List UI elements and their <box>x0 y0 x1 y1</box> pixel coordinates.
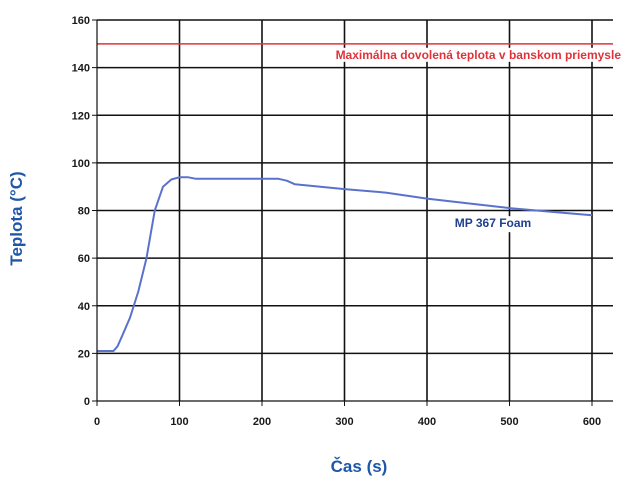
y-tick-label: 100 <box>72 158 90 170</box>
x-axis-title: Čas (s) <box>331 457 388 476</box>
x-tick-label: 600 <box>583 416 601 428</box>
y-tick-label: 120 <box>72 110 90 122</box>
x-tick-label: 200 <box>253 416 271 428</box>
y-tick-label: 60 <box>78 253 90 265</box>
y-tick-label: 0 <box>84 396 90 408</box>
x-tick-label: 500 <box>500 416 518 428</box>
y-tick-label: 20 <box>78 348 90 360</box>
y-tick-label: 160 <box>72 15 90 27</box>
x-tick-label: 100 <box>170 416 188 428</box>
x-tick-label: 300 <box>335 416 353 428</box>
series-layer <box>97 176 593 352</box>
y-tick-labels: 0 20 40 60 80 100 120 140 160 <box>72 15 90 408</box>
y-tick-label: 140 <box>72 63 90 75</box>
x-tick-label: 0 <box>94 416 100 428</box>
y-tick-label: 40 <box>78 301 90 313</box>
x-tick-labels: 0 100 200 300 400 500 600 <box>94 416 601 428</box>
series-annotation: MP 367 Foam <box>455 216 531 230</box>
series-label-background <box>451 216 535 233</box>
reference-line-label: Maximálna dovolená teplota v banskom pri… <box>336 48 622 62</box>
reference-label-background <box>333 47 624 62</box>
axes <box>92 19 613 406</box>
y-axis-title: Teplota (°C) <box>7 171 26 265</box>
x-tick-label: 400 <box>418 416 436 428</box>
y-tick-label: 80 <box>78 206 90 218</box>
grid <box>97 19 613 401</box>
series-line <box>97 176 593 352</box>
